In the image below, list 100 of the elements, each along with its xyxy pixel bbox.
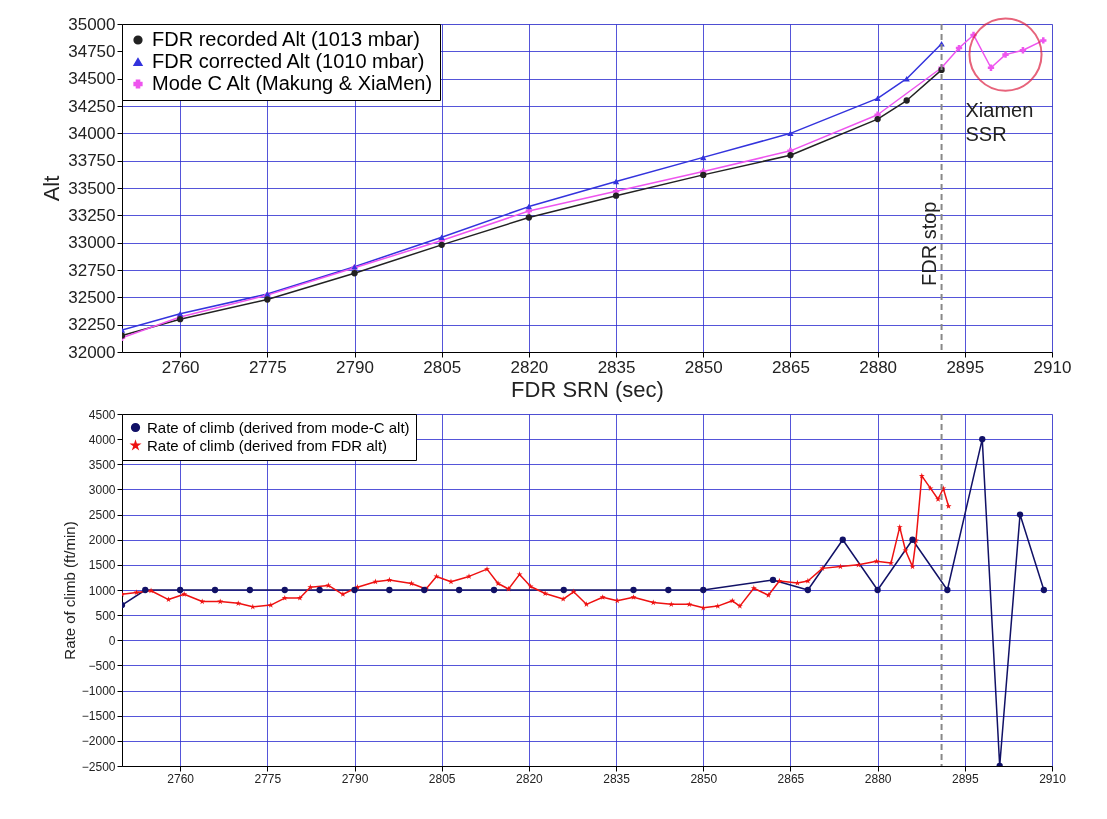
x-tick-label: 2880 bbox=[864, 771, 892, 786]
y-tick-label: 33000 bbox=[68, 233, 116, 253]
point bbox=[1019, 47, 1027, 54]
y-tick-label: 34250 bbox=[68, 96, 116, 116]
x-tick-label: 2760 bbox=[167, 771, 195, 786]
x-tick-label: 2790 bbox=[336, 357, 374, 377]
y-axis-title: Alt bbox=[39, 175, 65, 202]
point bbox=[612, 178, 620, 185]
legend-label: FDR corrected Alt (1010 mbar) bbox=[152, 50, 425, 72]
point bbox=[630, 586, 637, 594]
point bbox=[979, 435, 986, 443]
point bbox=[665, 586, 672, 594]
x-tick-label: 2760 bbox=[161, 357, 200, 377]
point bbox=[874, 586, 881, 594]
point bbox=[525, 214, 533, 221]
y-tick-label: 2000 bbox=[88, 533, 116, 548]
y-tick-label: 4500 bbox=[88, 407, 116, 422]
y-tick-label: −1500 bbox=[81, 709, 116, 724]
y-tick-label: 33500 bbox=[68, 178, 116, 198]
point bbox=[874, 115, 881, 123]
x-tick-label: 2910 bbox=[1033, 357, 1072, 377]
legend-label: Mode C Alt (Makung & XiaMen) bbox=[152, 72, 433, 94]
point bbox=[804, 586, 812, 594]
y-tick-label: 2500 bbox=[88, 508, 116, 523]
point bbox=[700, 154, 707, 161]
x-tick-label: 2850 bbox=[690, 771, 718, 786]
ref-line-label: FDR stop bbox=[917, 201, 940, 286]
x-tick-label: 2865 bbox=[777, 771, 805, 786]
x-tick-label: 2775 bbox=[248, 357, 287, 377]
y-tick-label: 34000 bbox=[68, 123, 116, 143]
x-tick-label: 2850 bbox=[684, 357, 723, 377]
point bbox=[351, 586, 358, 594]
y-tick-label: 1000 bbox=[88, 583, 116, 598]
point bbox=[944, 586, 951, 594]
y-tick-label: 32750 bbox=[68, 260, 116, 280]
point bbox=[455, 586, 463, 594]
point bbox=[490, 586, 498, 594]
point bbox=[176, 586, 184, 594]
point bbox=[438, 241, 445, 249]
x-tick-label: 2835 bbox=[597, 357, 636, 377]
point bbox=[903, 97, 910, 104]
legend-label: FDR recorded Alt (1013 mbar) bbox=[152, 28, 420, 50]
point bbox=[281, 586, 288, 594]
x-tick-label: 2775 bbox=[254, 771, 282, 786]
y-tick-label: −1000 bbox=[81, 684, 116, 699]
y-tick-label: 34500 bbox=[68, 69, 116, 89]
x-tick-label: 2820 bbox=[510, 357, 549, 377]
point bbox=[1002, 51, 1009, 58]
x-tick-label: 2880 bbox=[859, 357, 898, 377]
y-tick-label: 3500 bbox=[88, 457, 116, 472]
x-tick-label: 2910 bbox=[1039, 771, 1067, 786]
x-tick-label: 2835 bbox=[603, 771, 631, 786]
y-tick-label: 1500 bbox=[88, 558, 116, 573]
x-tick-label: 2805 bbox=[428, 771, 456, 786]
point bbox=[211, 586, 219, 594]
y-tick-label: 34750 bbox=[68, 41, 116, 61]
y-tick-label: 32000 bbox=[68, 342, 116, 362]
point bbox=[316, 586, 323, 594]
x-tick-label: 2790 bbox=[341, 771, 369, 786]
legend-label: Rate of climb (derived from FDR alt) bbox=[147, 436, 388, 454]
point bbox=[560, 586, 567, 594]
point bbox=[246, 586, 254, 594]
point bbox=[351, 270, 358, 277]
point bbox=[1040, 586, 1048, 594]
point bbox=[525, 203, 533, 210]
x-tick-label: 2895 bbox=[951, 771, 979, 786]
x-tick-label: 2820 bbox=[516, 771, 544, 786]
point bbox=[700, 171, 707, 179]
point bbox=[264, 296, 271, 303]
y-tick-label: 32500 bbox=[68, 287, 116, 307]
y-tick-label: 3000 bbox=[88, 482, 116, 497]
point bbox=[142, 586, 149, 594]
y-tick-label: 33750 bbox=[68, 151, 116, 171]
legend-label: Rate of climb (derived from mode-C alt) bbox=[147, 418, 410, 436]
y-tick-label: 35000 bbox=[68, 14, 116, 34]
y-tick-label: 4000 bbox=[88, 432, 116, 447]
y-tick-label: 500 bbox=[95, 608, 116, 623]
x-axis-title: FDR SRN (sec) bbox=[511, 376, 664, 402]
point bbox=[787, 130, 794, 137]
point bbox=[438, 234, 445, 240]
point bbox=[787, 152, 794, 159]
y-tick-label: 33250 bbox=[68, 205, 116, 225]
y-tick-label: −2000 bbox=[81, 734, 116, 749]
y-tick-label: −2500 bbox=[81, 759, 116, 774]
point bbox=[987, 64, 995, 71]
y-axis-title: Rate of climb (ft/min) bbox=[60, 521, 78, 660]
point bbox=[874, 95, 881, 102]
point bbox=[386, 586, 393, 594]
point bbox=[1016, 511, 1024, 518]
point bbox=[1040, 37, 1047, 44]
x-tick-label: 2805 bbox=[423, 357, 462, 377]
point bbox=[769, 576, 777, 584]
point bbox=[909, 536, 916, 543]
x-tick-label: 2895 bbox=[946, 357, 985, 377]
y-tick-label: −500 bbox=[88, 658, 116, 673]
point bbox=[700, 586, 707, 594]
point bbox=[612, 192, 620, 199]
y-tick-label: 32250 bbox=[68, 315, 116, 335]
y-tick-label: 0 bbox=[108, 633, 116, 648]
point bbox=[839, 536, 846, 543]
